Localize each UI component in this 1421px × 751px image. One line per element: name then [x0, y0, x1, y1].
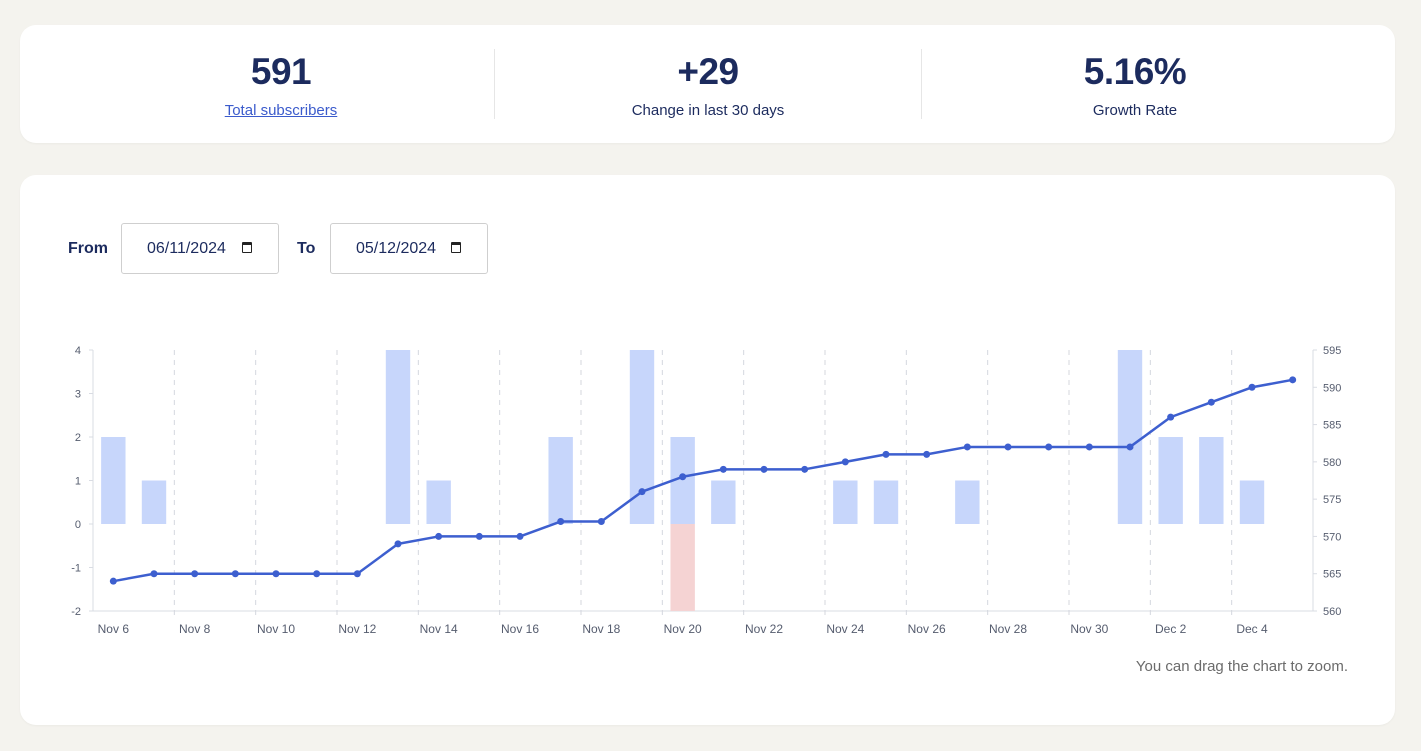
stat-growth-rate: 5.16% Growth Rate: [922, 25, 1348, 143]
line-point: [1167, 413, 1175, 421]
bar-positive: [1239, 480, 1265, 524]
stats-card: 591 Total subscribers +29 Change in last…: [20, 25, 1395, 143]
line-point: [1289, 376, 1297, 384]
x-tick-label: Nov 30: [1070, 622, 1108, 636]
line-point: [801, 465, 809, 473]
x-tick-label: Dec 2: [1155, 622, 1187, 636]
line-point: [597, 518, 605, 526]
y-left-tick-label: 0: [75, 519, 81, 531]
x-tick-label: Nov 24: [826, 622, 864, 636]
bar-positive: [141, 480, 167, 524]
stat-divider: [494, 49, 495, 119]
y-right-tick-label: 580: [1323, 457, 1341, 469]
line-point: [191, 570, 199, 578]
stat-value: 5.16%: [1083, 51, 1187, 92]
x-tick-label: Dec 4: [1236, 622, 1268, 636]
bar-positive: [711, 480, 736, 524]
bar-positive: [955, 480, 980, 524]
zoom-hint: You can drag the chart to zoom.: [1135, 658, 1348, 675]
line-point: [557, 518, 565, 526]
line-point: [272, 570, 280, 578]
line-point: [679, 473, 687, 481]
y-left-tick-label: -1: [71, 563, 81, 575]
x-tick-label: Nov 8: [179, 622, 211, 636]
bar-positive: [1199, 437, 1224, 524]
stat-total-subscribers: 591 Total subscribers: [67, 25, 495, 143]
y-right-tick-label: 560: [1323, 606, 1341, 618]
stat-label: Growth Rate: [1092, 102, 1178, 119]
y-left-tick-label: 4: [75, 345, 81, 357]
bar-positive: [385, 350, 411, 524]
x-tick-label: Nov 26: [908, 622, 946, 636]
calendar-icon[interactable]: [242, 242, 252, 253]
bar-negative: [670, 524, 695, 611]
stat-divider: [921, 49, 922, 119]
line-point: [475, 532, 483, 540]
bar-positive: [1158, 437, 1183, 524]
line-point: [313, 570, 321, 578]
y-right-tick-label: 585: [1323, 420, 1341, 432]
from-date-input[interactable]: 06/11/2024: [121, 223, 279, 274]
bar-positive: [1117, 350, 1143, 524]
line-point: [1126, 443, 1134, 451]
x-tick-label: Nov 12: [338, 622, 376, 636]
bar-positive: [101, 437, 126, 524]
subscribers-line: [113, 378, 1293, 583]
line-point: [394, 540, 402, 548]
bar-positive: [548, 437, 573, 524]
y-left-tick-label: 1: [75, 476, 81, 488]
stat-change-30-days: +29 Change in last 30 days: [495, 25, 921, 143]
x-tick-label: Nov 14: [420, 622, 458, 636]
line-point: [963, 443, 971, 451]
x-tick-label: Nov 10: [257, 622, 295, 636]
y-right-tick-label: 565: [1323, 569, 1341, 581]
from-date-value: 06/11/2024: [147, 240, 226, 257]
y-right-tick-label: 570: [1323, 531, 1341, 543]
from-label: From: [68, 240, 108, 257]
line-point: [638, 488, 646, 496]
line-point: [1085, 443, 1093, 451]
x-tick-label: Nov 28: [989, 622, 1027, 636]
y-right-tick-label: 590: [1323, 382, 1341, 394]
line-point: [1045, 443, 1053, 451]
y-right-tick-label: 595: [1323, 345, 1341, 357]
line-point: [1207, 398, 1215, 406]
to-date-input[interactable]: 05/12/2024: [330, 223, 488, 274]
line-point: [719, 465, 727, 473]
line-point: [435, 532, 443, 540]
line-point: [353, 570, 361, 578]
calendar-icon[interactable]: [451, 242, 461, 253]
stat-label: Change in last 30 days: [631, 102, 785, 119]
line-point: [760, 465, 768, 473]
y-left-tick-label: 2: [75, 432, 81, 444]
to-date-value: 05/12/2024: [356, 240, 437, 257]
line-point: [923, 450, 931, 458]
x-tick-label: Nov 20: [664, 622, 702, 636]
bar-positive: [833, 480, 858, 524]
line-point: [1248, 383, 1256, 391]
y-right-tick-label: 575: [1323, 494, 1341, 506]
line-point: [150, 570, 158, 578]
line-point: [109, 577, 117, 585]
line-point: [516, 532, 524, 540]
line-point: [841, 458, 849, 466]
bar-positive: [873, 480, 899, 524]
total-subscribers-link[interactable]: Total subscribers: [224, 102, 338, 119]
stat-value: +29: [677, 51, 739, 92]
bar-positive: [426, 480, 451, 524]
subscriber-chart[interactable]: 4 3 2 1 0 -1 -2 595 590 585 580 575 570 565 560 Nov 6 No…: [20, 175, 1395, 725]
y-left-tick-label: 3: [75, 389, 81, 401]
to-label: To: [297, 240, 316, 257]
line-point: [1004, 443, 1012, 451]
x-tick-label: Nov 18: [582, 622, 620, 636]
stat-value: 591: [250, 51, 312, 92]
line-point: [882, 450, 890, 458]
line-point: [231, 570, 239, 578]
x-tick-label: Nov 16: [501, 622, 539, 636]
x-tick-label: Nov 6: [98, 622, 130, 636]
y-left-tick-label: -2: [71, 606, 81, 618]
chart-card: From 06/11/2024 To 05/12/2024 4 3 2 1 0 -1 -2 5…: [20, 175, 1395, 725]
x-tick-label: Nov 22: [745, 622, 783, 636]
